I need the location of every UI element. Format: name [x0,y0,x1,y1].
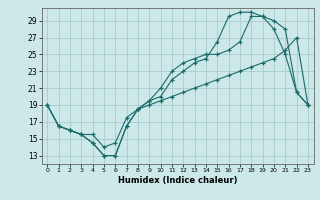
X-axis label: Humidex (Indice chaleur): Humidex (Indice chaleur) [118,176,237,185]
